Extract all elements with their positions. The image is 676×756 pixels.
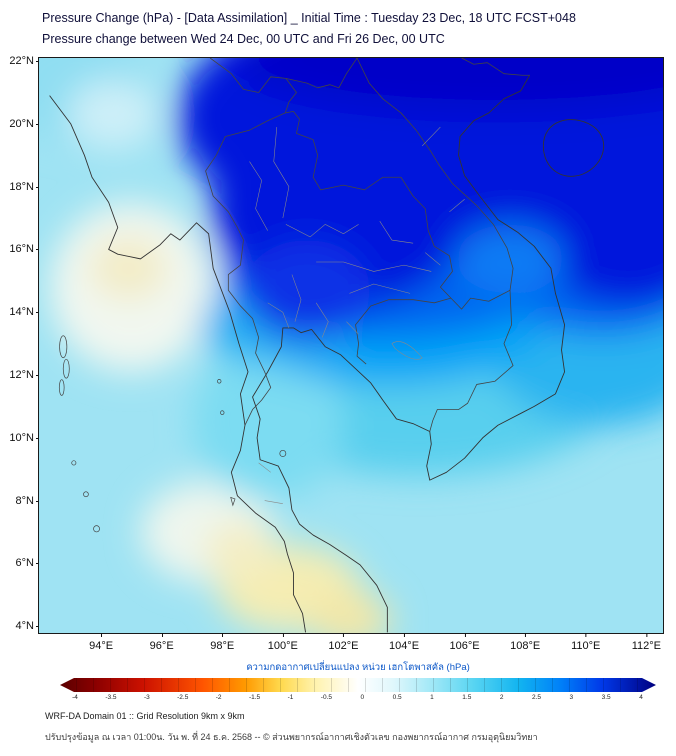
border-myanmar-laos xyxy=(285,78,296,113)
phuket-island xyxy=(231,497,235,505)
colorbar-segments xyxy=(60,678,656,692)
pressure-map-canvas xyxy=(39,58,663,633)
lon-tick-label: 98°E xyxy=(210,633,235,652)
colorbar: ความกดอากาศเปลี่ยนแปลง หน่วย เฮกโตพาสคัล… xyxy=(60,660,656,701)
lon-tick-label: 94°E xyxy=(89,633,114,652)
border-vietnam-cambodia xyxy=(430,290,513,431)
lon-tick-label: 110°E xyxy=(571,633,601,652)
lat-tick-label: 10°N xyxy=(9,431,40,444)
border-myanmar-china xyxy=(210,58,286,93)
colorbar-gradient xyxy=(60,678,656,692)
coastline-east xyxy=(253,75,565,632)
title-line-2: Pressure change between Wed 24 Dec, 00 U… xyxy=(42,31,445,46)
colorbar-ticks: -4 -3.5 -3 -2.5 -2 -1.5 -1 -0.5 0 0.5 1 1.5 2 2.5 3 3.5… xyxy=(72,694,644,701)
title-block: Pressure Change (hPa) - [Data Assimilati… xyxy=(42,8,576,49)
border-laos-cambodia xyxy=(451,290,510,309)
colorbar-tick-label: 3 xyxy=(569,694,574,701)
colorbar-label: ความกดอากาศเปลี่ยนแปลง หน่วย เฮกโตพาสคัล… xyxy=(246,662,470,673)
colorbar-tick-label: 0 xyxy=(360,694,365,701)
color-field xyxy=(39,58,663,633)
colorbar-tick-label: -3 xyxy=(143,694,150,701)
footer-domain-info: WRF-DA Domain 01 :: Grid Resolution 9km … xyxy=(45,711,245,721)
lon-tick-label: 108°E xyxy=(510,633,541,652)
lon-tick-label: 112°E xyxy=(631,633,661,652)
colorbar-tick-label: -4 xyxy=(72,694,78,701)
country-borders xyxy=(206,58,530,431)
colorbar-tick-label: 4 xyxy=(639,694,643,701)
map-frame xyxy=(38,57,664,634)
lat-tick-label: 16°N xyxy=(9,243,40,256)
lat-tick-label: 4°N xyxy=(15,620,41,633)
colorbar-tick-label: -0.5 xyxy=(320,694,332,701)
colorbar-tick-label: -3.5 xyxy=(105,694,117,701)
colorbar-tick-label: 2.5 xyxy=(531,694,542,701)
border-myanmar-thailand xyxy=(206,113,286,425)
colorbar-tick-label: 1 xyxy=(430,694,434,701)
colorbar-tick-label: 0.5 xyxy=(392,694,402,701)
border-thailand-cambodia xyxy=(356,298,451,364)
lat-tick-label: 18°N xyxy=(9,180,40,193)
title-line-1: Pressure Change (hPa) - [Data Assimilati… xyxy=(42,11,576,25)
lat-tick-label: 6°N xyxy=(15,557,41,570)
islands xyxy=(59,336,286,532)
lon-tick-label: 106°E xyxy=(449,633,480,652)
colorbar-tick-label: 2 xyxy=(499,694,504,701)
footer-credit: ปรับปรุงข้อมูล ณ เวลา 01:00น. วัน พ. ที่… xyxy=(45,732,538,742)
colorbar-tick-label: -1.5 xyxy=(248,694,261,701)
hainan-island xyxy=(543,120,603,177)
colorbar-tick-label: -2.5 xyxy=(177,694,189,701)
coastline-west xyxy=(50,96,306,633)
lat-tick-label: 8°N xyxy=(15,494,41,507)
tonle-sap-lake xyxy=(392,342,422,360)
colorbar-tick-label: 1.5 xyxy=(462,694,472,701)
y-axis: 22°N 20°N 18°N 16°N 14°N 12°N 10°N 8°N 6°N 4°N xyxy=(0,55,41,633)
lon-tick-label: 96°E xyxy=(149,633,174,652)
coastlines xyxy=(50,75,604,632)
lat-tick-label: 20°N xyxy=(9,117,40,130)
colorbar-tick-label: -2 xyxy=(215,694,222,701)
lat-tick-label: 22°N xyxy=(9,55,40,68)
border-thailand-laos xyxy=(285,111,452,298)
colorbar-tick-label: 3.5 xyxy=(601,694,611,701)
lat-tick-label: 14°N xyxy=(9,306,40,319)
province-borders xyxy=(250,127,465,504)
lon-tick-label: 100°E xyxy=(267,633,298,652)
x-axis: 94°E 96°E 98°E 100°E 102°E 104°E 106°E 108°E 110… xyxy=(39,633,663,653)
border-laos-china xyxy=(286,58,357,88)
border-vietnam-china xyxy=(462,58,530,75)
lon-tick-label: 104°E xyxy=(388,633,420,652)
colorbar-tick-label: -1 xyxy=(287,694,294,701)
border-laos-vietnam xyxy=(357,58,513,290)
lon-tick-label: 102°E xyxy=(328,633,359,652)
lat-tick-label: 12°N xyxy=(9,369,40,381)
